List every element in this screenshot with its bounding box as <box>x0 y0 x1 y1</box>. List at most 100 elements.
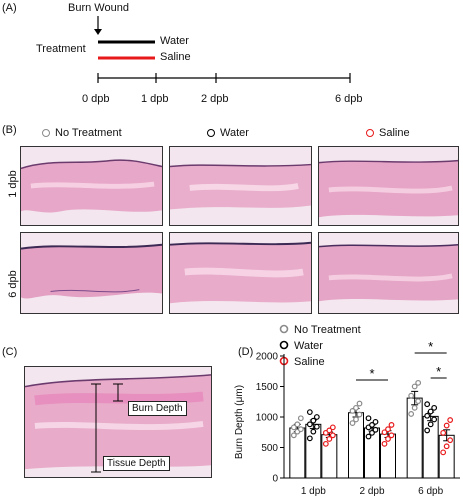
row-label-1dpb: 1 dpb <box>7 170 19 198</box>
tick-label-6dpb: 6 dpb <box>335 93 363 105</box>
data-point <box>411 404 418 411</box>
data-point <box>353 416 359 423</box>
legend-no-treatment-marker <box>279 324 289 334</box>
data-point <box>424 427 431 434</box>
data-point <box>356 400 363 407</box>
data-point <box>385 426 391 433</box>
data-point <box>329 432 336 439</box>
data-point <box>290 424 297 431</box>
data-point <box>365 433 372 440</box>
data-point <box>290 432 297 439</box>
burn-wound-label: Burn Wound <box>68 2 129 14</box>
tissue-depth-callout: Tissue Depth <box>103 456 170 471</box>
data-point <box>443 422 450 429</box>
saline-label: Saline <box>160 51 191 63</box>
data-point <box>408 392 415 399</box>
data-point <box>385 436 391 442</box>
tick-label-1dpb: 1 dpb <box>141 93 169 105</box>
chart-legend: No Treatment Water Saline <box>279 324 361 368</box>
data-point <box>310 428 317 435</box>
data-point <box>408 411 415 417</box>
data-point <box>306 435 313 442</box>
water-marker-icon <box>207 129 215 137</box>
timeline-diagram <box>94 16 351 83</box>
chart-legend-water: Water <box>294 340 323 352</box>
data-point <box>381 440 388 447</box>
significance-marker: * <box>369 366 374 381</box>
data-point <box>372 418 379 425</box>
y-tick-label: 0 <box>272 474 278 485</box>
data-point <box>369 429 375 436</box>
legend-water-marker <box>279 340 289 350</box>
data-point <box>326 427 333 434</box>
data-point <box>329 424 336 431</box>
data-point <box>381 429 388 436</box>
burn-depth-callout: Burn Depth <box>128 401 187 416</box>
data-point <box>306 421 313 428</box>
data-point <box>306 409 313 416</box>
data-point <box>294 421 301 428</box>
data-point <box>431 404 438 411</box>
x-tick-label: 6 dpb <box>418 486 443 497</box>
depth-measurement-marks <box>91 383 123 473</box>
micrograph-6dpb-water <box>169 232 312 314</box>
data-point <box>411 383 418 390</box>
row-label-6dpb: 6 dpb <box>7 270 19 298</box>
panel-b-label: (B) <box>2 124 17 136</box>
panel-c-label: (C) <box>2 346 18 358</box>
micrograph-1dpb-no-treatment <box>20 146 163 226</box>
data-point <box>447 417 454 423</box>
treatment-label: Treatment <box>36 43 86 55</box>
data-point <box>431 416 438 423</box>
significance-marker: * <box>428 339 433 354</box>
panel-a-label: (A) <box>2 2 17 14</box>
data-point <box>440 429 447 436</box>
chart-legend-no-treatment: No Treatment <box>294 324 361 336</box>
data-point <box>297 415 304 422</box>
burn-depth-chart: No Treatment Water Saline Burn Depth (μm… <box>234 324 460 497</box>
data-point <box>353 404 359 411</box>
micrograph-6dpb-no-treatment <box>20 232 163 314</box>
data-point <box>447 437 454 444</box>
water-label: Water <box>160 35 189 47</box>
data-point <box>322 440 329 447</box>
y-axis-label: Burn Depth (μm) <box>234 385 245 459</box>
x-tick-label: 1 dpb <box>301 486 326 497</box>
saline-marker-icon <box>366 129 374 137</box>
legend-no-treatment: No Treatment <box>42 127 122 139</box>
micrograph-6dpb-saline <box>318 232 459 314</box>
data-point <box>369 422 375 428</box>
data-point <box>427 408 434 415</box>
data-point <box>424 401 431 408</box>
no-treatment-marker-icon <box>42 129 50 137</box>
tick-label-2dpb: 2 dpb <box>201 93 229 105</box>
data-point <box>313 414 320 420</box>
data-point <box>365 415 372 422</box>
down-arrow-icon <box>94 29 102 35</box>
legend-water: Water <box>207 127 249 139</box>
legend-saline: Saline <box>366 127 410 139</box>
data-point <box>388 422 395 428</box>
data-point <box>415 379 422 386</box>
y-tick-label: 2000 <box>256 352 279 363</box>
data-point <box>427 421 434 428</box>
data-point <box>349 420 356 426</box>
significance-marker: * <box>436 364 441 379</box>
data-point <box>310 417 317 424</box>
data-point <box>313 423 320 430</box>
tick-label-0dpb: 0 dpb <box>82 93 110 105</box>
data-point <box>443 443 450 450</box>
data-point <box>297 426 304 433</box>
y-tick-label: 500 <box>261 443 278 454</box>
y-tick-label: 1000 <box>256 413 279 424</box>
data-point <box>424 412 431 419</box>
data-point <box>388 432 395 439</box>
data-point <box>440 449 447 456</box>
x-tick-label: 2 dpb <box>359 486 384 497</box>
data-point <box>415 398 422 405</box>
data-point <box>372 426 379 433</box>
panel-d-label: (D) <box>238 346 254 358</box>
chart-legend-saline: Saline <box>294 356 325 368</box>
data-point <box>349 407 356 414</box>
